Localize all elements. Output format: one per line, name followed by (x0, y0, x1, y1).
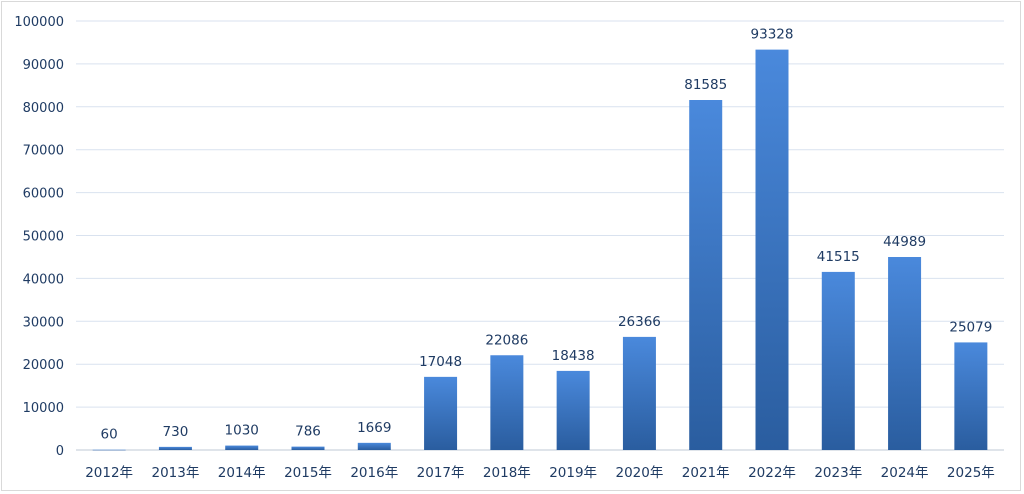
x-tick-label: 2017年 (417, 465, 465, 481)
y-tick-label: 70000 (23, 144, 64, 159)
bar-value-label: 22086 (485, 332, 528, 348)
bar (92, 449, 126, 451)
x-tick-label: 2015年 (284, 465, 332, 481)
bar (821, 271, 855, 450)
x-tick-label: 2021年 (682, 465, 730, 481)
bar (622, 336, 656, 450)
y-tick-label: 0 (56, 444, 64, 459)
bar-value-label: 41515 (817, 249, 860, 265)
x-tick-label: 2020年 (615, 465, 663, 481)
x-tick-label: 2013年 (151, 465, 199, 481)
bar-value-label: 25079 (949, 319, 992, 335)
x-tick-label: 2025年 (947, 465, 995, 481)
y-tick-label: 80000 (23, 101, 64, 116)
y-tick-label: 90000 (23, 58, 64, 73)
bar-value-label: 786 (295, 424, 321, 440)
bar (888, 256, 922, 450)
data-labels: 60 730 1030 786 1669 17048 22086 18438 26366 8158… (101, 27, 993, 443)
bar (158, 446, 192, 450)
x-tick-label: 2012年 (85, 465, 133, 481)
y-axis-tick-labels: 0 10000 20000 30000 40000 50000 60000 70000 8000… (14, 15, 64, 459)
bar-value-label: 1030 (225, 423, 259, 439)
bar-value-label: 44989 (883, 234, 926, 250)
x-tick-label: 2022年 (748, 465, 796, 481)
bar (755, 49, 789, 451)
bar-value-label: 730 (163, 424, 189, 440)
gridlines (76, 20, 1004, 451)
y-tick-label: 100000 (14, 15, 64, 30)
bar-value-label: 1669 (357, 420, 391, 436)
bar (689, 100, 723, 450)
bar-value-label: 17048 (419, 354, 462, 370)
bar (291, 446, 325, 450)
bar-value-label: 26366 (618, 314, 661, 330)
bar-value-label: 60 (101, 427, 118, 443)
x-tick-label: 2018年 (483, 465, 531, 481)
bar-value-label: 81585 (684, 77, 727, 93)
bar-value-label: 18438 (552, 348, 595, 364)
x-tick-label: 2016年 (350, 465, 398, 481)
x-tick-label: 2024年 (881, 465, 929, 481)
y-tick-label: 50000 (23, 230, 64, 245)
y-tick-label: 20000 (23, 358, 64, 373)
x-tick-label: 2023年 (814, 465, 862, 481)
x-axis-tick-labels: 2012年 2013年 2014年 2015年 2016年 2017年 2018年 2019年… (85, 465, 995, 481)
bars (92, 49, 988, 451)
bar (954, 342, 988, 450)
y-tick-label: 60000 (23, 187, 64, 202)
x-tick-label: 2014年 (218, 465, 266, 481)
y-tick-label: 10000 (23, 401, 64, 416)
x-tick-label: 2019年 (549, 465, 597, 481)
bar (357, 442, 391, 450)
y-tick-label: 30000 (23, 315, 64, 330)
bar (424, 376, 458, 450)
bar (556, 370, 590, 450)
bar (225, 445, 259, 450)
bar (490, 355, 524, 450)
bar-value-label: 93328 (751, 27, 794, 43)
y-tick-label: 40000 (23, 272, 64, 287)
